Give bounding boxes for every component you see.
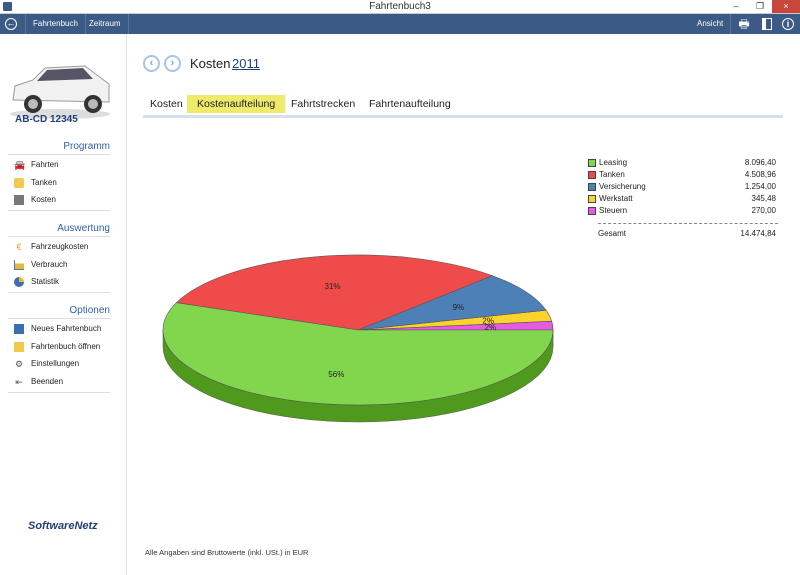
car-icon: 🚘 xyxy=(14,159,26,170)
section-programm: Programm xyxy=(8,141,110,155)
sidebar-item-fahrten[interactable]: 🚘 Fahrten xyxy=(14,158,59,172)
legend-label: Versicherung xyxy=(599,182,646,191)
sidebar: AB-CD 12345 Programm 🚘 Fahrten Tanken Kos… xyxy=(0,34,127,575)
legend-item: Leasing 8.096,40 xyxy=(588,157,778,169)
item-label: Fahrten xyxy=(31,160,59,169)
pie-slice-leasing xyxy=(162,302,554,406)
legend-value: 1.254,00 xyxy=(744,182,776,191)
legend-label: Tanken xyxy=(599,170,625,179)
book-icon xyxy=(14,323,24,334)
legend-swatch xyxy=(588,182,596,191)
legend-swatch xyxy=(588,194,596,203)
car-image xyxy=(10,65,110,119)
legend-value: 270,00 xyxy=(751,206,776,215)
section-auswertung: Auswertung xyxy=(8,223,110,237)
legend-item: Werkstatt 345,48 xyxy=(588,193,778,205)
minimize-button[interactable]: – xyxy=(733,1,739,11)
title-bar: Fahrtenbuch3 – ❐ × xyxy=(0,0,800,14)
legend-total: Gesamt 14.474,84 xyxy=(588,228,778,240)
chart-icon xyxy=(14,259,24,270)
sidebar-item-statistik[interactable]: Statistik xyxy=(14,275,59,289)
euro-icon: € xyxy=(16,241,22,252)
footnote: Alle Angaben sind Bruttowerte (inkl. USt… xyxy=(145,548,309,557)
folder-icon xyxy=(14,341,24,352)
pie-slice-versicherung xyxy=(357,275,547,331)
fuel-icon xyxy=(14,177,24,188)
pie-label: 56% xyxy=(328,370,344,379)
tab-fahrtstrecken[interactable]: Fahrtstrecken xyxy=(291,98,356,110)
zeitraum-button[interactable]: Zeitraum xyxy=(82,14,129,34)
pie-label: 31% xyxy=(325,282,341,291)
tab-kosten[interactable]: Kosten xyxy=(150,98,183,110)
app-icon xyxy=(3,2,12,11)
license-plate: AB-CD 12345 xyxy=(15,114,78,125)
chart-legend: Leasing 8.096,40 Tanken 4.508,96 Versicherun… xyxy=(588,157,778,240)
sidebar-item-fahrtenbuch-oeffnen[interactable]: Fahrtenbuch öffnen xyxy=(14,340,100,354)
softwarenetz-logo: SoftwareNetz xyxy=(28,520,98,532)
item-label: Neues Fahrtenbuch xyxy=(31,324,102,333)
legend-label: Leasing xyxy=(599,158,628,167)
item-label: Fahrtenbuch öffnen xyxy=(31,342,101,351)
calculator-icon xyxy=(14,194,24,205)
next-button[interactable]: › xyxy=(164,55,181,72)
pie-label: 9% xyxy=(453,303,465,312)
sidebar-item-verbrauch[interactable]: Verbrauch xyxy=(14,258,67,272)
item-label: Statistik xyxy=(31,277,60,286)
section-optionen: Optionen xyxy=(8,305,110,319)
pie-icon xyxy=(14,276,24,287)
layout-icon[interactable] xyxy=(760,17,774,31)
pie-slice-tanken xyxy=(175,254,494,331)
gear-icon: ⚙ xyxy=(14,358,24,369)
legend-swatch xyxy=(588,158,596,167)
legend-item: Versicherung 1.254,00 xyxy=(588,181,778,193)
sidebar-item-neues-fahrtenbuch[interactable]: Neues Fahrtenbuch xyxy=(14,322,101,336)
sidebar-item-fahrzeugkosten[interactable]: € Fahrzeugkosten xyxy=(14,240,88,254)
pie-label: 2% xyxy=(485,323,497,332)
item-label: Verbrauch xyxy=(31,260,68,269)
toolbar: ← Fahrtenbuch Zeitraum Ansicht 🖶 i xyxy=(0,14,800,34)
info-icon[interactable]: i xyxy=(782,18,794,30)
legend-label: Steuern xyxy=(599,206,628,215)
sidebar-item-einstellungen[interactable]: ⚙ Einstellungen xyxy=(14,357,79,371)
item-label: Tanken xyxy=(31,178,57,187)
tab-kostenaufteilung[interactable]: Kostenaufteilung xyxy=(187,95,286,113)
restore-button[interactable]: ❐ xyxy=(755,1,765,11)
window-title: Fahrtenbuch3 xyxy=(369,1,431,12)
item-label: Beenden xyxy=(31,377,64,386)
total-value: 14.474,84 xyxy=(740,229,776,238)
previous-button[interactable]: ‹ xyxy=(143,55,160,72)
page-title: Kosten xyxy=(190,56,231,71)
tab-underline xyxy=(143,115,783,118)
tab-fahrtenaufteilung[interactable]: Fahrtenaufteilung xyxy=(369,98,451,110)
exit-icon: ⇤ xyxy=(15,376,23,387)
item-label: Kosten xyxy=(31,195,56,204)
legend-swatch xyxy=(588,206,596,215)
close-button[interactable]: × xyxy=(772,0,800,13)
sidebar-item-tanken[interactable]: Tanken xyxy=(14,176,57,190)
sidebar-item-kosten[interactable]: Kosten xyxy=(14,193,56,207)
legend-item: Tanken 4.508,96 xyxy=(588,169,778,181)
sidebar-item-beenden[interactable]: ⇤ Beenden xyxy=(14,375,63,389)
legend-value: 345,48 xyxy=(751,194,776,203)
pie-label: 2% xyxy=(482,316,494,325)
legend-item: Steuern 270,00 xyxy=(588,205,778,217)
print-icon[interactable]: 🖶 xyxy=(738,17,750,31)
total-label: Gesamt xyxy=(598,229,627,238)
item-label: Fahrzeugkosten xyxy=(31,242,89,251)
fahrtenbuch-button[interactable]: Fahrtenbuch xyxy=(26,14,86,34)
legend-label: Werkstatt xyxy=(599,194,633,203)
ansicht-button[interactable]: Ansicht xyxy=(690,14,732,34)
legend-swatch xyxy=(588,170,596,179)
item-label: Einstellungen xyxy=(31,359,80,368)
back-icon[interactable]: ← xyxy=(5,18,17,30)
year-link[interactable]: 2011 xyxy=(232,56,260,71)
legend-value: 4.508,96 xyxy=(744,170,776,179)
legend-value: 8.096,40 xyxy=(744,158,776,167)
